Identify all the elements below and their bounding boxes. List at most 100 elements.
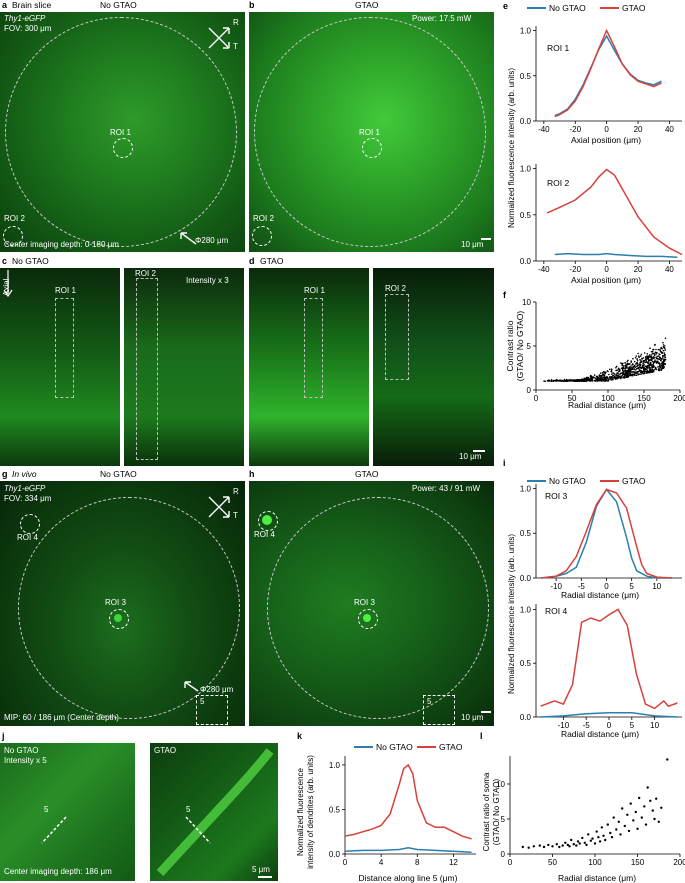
title-label: GTAO: [154, 746, 177, 755]
dendrite-shape: [156, 748, 274, 877]
l-scatter-point: [564, 841, 567, 844]
f-scatter-point: [616, 375, 619, 377]
f-scatter-point: [664, 356, 666, 358]
f-scatter-point: [631, 371, 634, 373]
l-scatter-point: [595, 830, 598, 833]
i-roi3-y-tick-label: 1.0: [520, 484, 532, 493]
f-scatter-point: [648, 359, 651, 361]
l-scatter-point: [568, 845, 571, 848]
roi4-label: ROI 4: [254, 530, 275, 539]
f-scatter-point: [643, 364, 645, 367]
f-scatter-point: [621, 369, 624, 371]
f-scatter-point: [642, 362, 644, 365]
panel-letter-f: f: [503, 290, 507, 300]
roi2-label: ROI 2: [385, 284, 406, 293]
f-scatter-point: [619, 373, 621, 376]
f-scatter-point: [642, 360, 645, 362]
l-scatter-point: [623, 824, 626, 828]
l-scatter-point: [619, 833, 622, 836]
f-scatter-point: [599, 377, 601, 380]
scale-bar-label: 10 μm: [461, 713, 484, 722]
f-scatter-point: [608, 378, 610, 381]
roi2-label: ROI 2: [4, 214, 25, 223]
f-scatter-point: [635, 363, 638, 365]
f-scatter-point: [624, 372, 627, 375]
k-x-tick-label: 8: [415, 858, 420, 867]
f-scatter-point: [661, 362, 663, 365]
scale-bar: [481, 711, 491, 713]
l-y-tick-label: 0: [501, 850, 506, 859]
f-scatter-point: [636, 359, 639, 362]
f-xlabel: Radial distance (μm): [568, 400, 646, 410]
roi1-box: [55, 298, 74, 398]
e-roi2-x-tick-label: 20: [634, 265, 643, 274]
panel-a-title: Brain slice: [12, 0, 52, 10]
f-scatter-point: [660, 347, 662, 350]
l-scatter-point: [527, 846, 530, 849]
scale-bar-label: 5 μm: [252, 865, 270, 874]
e-roi2-y-tick-label: 0.0: [520, 257, 532, 266]
f-scatter-point: [621, 364, 624, 367]
k-xlabel: Distance along line 5 (μm): [359, 873, 458, 883]
e-bottom-xlabel: Axial position (μm): [571, 275, 641, 285]
f-scatter-point: [604, 377, 607, 380]
f-scatter-point: [636, 372, 639, 375]
f-ylabel-2: (GTAO/ No GTAO): [515, 311, 525, 382]
f-scatter-point: [651, 369, 654, 371]
f-scatter-point: [635, 368, 638, 370]
f-scatter-point: [604, 372, 606, 375]
f-scatter-point: [637, 364, 639, 366]
e-roi1-x-tick-label: 40: [665, 125, 674, 134]
i-roi3-x-tick-label: 5: [629, 582, 634, 591]
f-scatter-point: [563, 380, 566, 382]
f-scatter-point: [615, 374, 617, 377]
f-scatter-point: [637, 374, 639, 376]
k-series-no-gtao: [344, 847, 472, 853]
roi1-label: ROI 1: [55, 286, 76, 295]
l-scatter-point: [655, 797, 658, 800]
e-roi2-x-tick-label: 40: [665, 265, 674, 274]
f-scatter-point: [650, 359, 652, 362]
fov-label: FOV: 300 μm: [4, 24, 52, 33]
direction-axes-icon: [208, 496, 230, 518]
l-scatter-point: [644, 823, 648, 826]
f-scatter-point: [569, 378, 571, 381]
f-scatter-point: [645, 372, 648, 374]
f-scatter-point: [638, 370, 640, 372]
f-scatter-point: [635, 374, 638, 377]
f-scatter-point: [633, 360, 636, 363]
l-scatter-point: [612, 816, 615, 819]
f-scatter-point: [659, 348, 661, 351]
f-scatter-point: [605, 379, 608, 382]
f-scatter-point: [639, 355, 642, 357]
f-scatter-point: [617, 367, 620, 370]
f-scatter-point: [655, 361, 658, 364]
f-scatter-point: [601, 380, 603, 382]
l-scatter-point: [572, 843, 575, 846]
f-scatter-point: [641, 357, 643, 360]
f-scatter-point: [657, 362, 660, 365]
diameter-label: Φ280 μm: [200, 685, 234, 694]
f-scatter-point: [561, 380, 563, 382]
f-scatter-point: [663, 352, 666, 354]
f-scatter-point: [653, 357, 656, 359]
f-scatter-point: [624, 371, 626, 373]
f-scatter-point: [556, 379, 559, 382]
roi1-label: ROI 1: [110, 128, 131, 137]
roi2-label: ROI 2: [135, 269, 156, 278]
e-roi2-series-no-gtao: [554, 252, 678, 259]
f-scatter-point: [642, 357, 645, 359]
fov-circle: [18, 497, 240, 719]
f-scatter-point: [654, 366, 656, 369]
f-scatter-point: [627, 359, 629, 362]
depth-label: Center imaging depth: 186 μm: [4, 867, 112, 876]
in-vivo-gtao-image: Power: 43 / 91 mW ROI 4 ROI 3 5 10 μm: [249, 481, 494, 726]
f-scatter-point: [649, 366, 651, 369]
k-x-tick-label: 0: [343, 858, 348, 867]
f-scatter-point: [645, 359, 647, 362]
f-scatter-point: [638, 355, 640, 357]
f-scatter-point: [657, 366, 659, 368]
f-scatter-point: [632, 366, 635, 368]
f-scatter-point: [650, 356, 653, 358]
l-scatter-point: [638, 796, 641, 800]
